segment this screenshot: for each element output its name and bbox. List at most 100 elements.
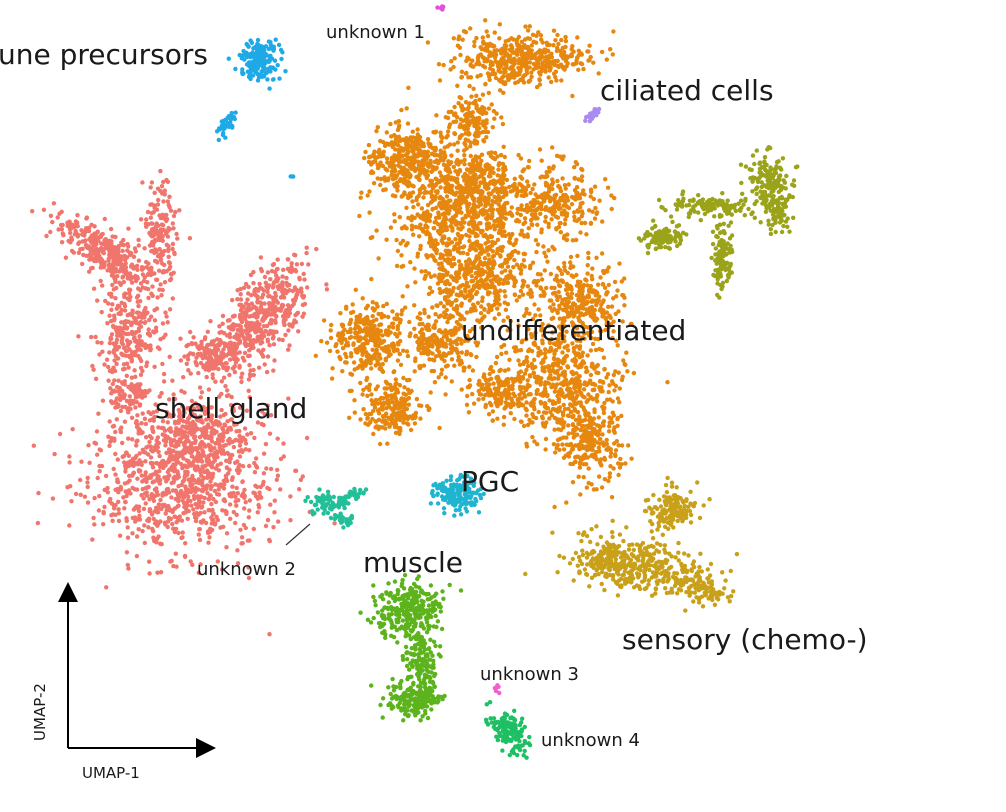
cell-point — [219, 123, 225, 128]
cell-point — [191, 507, 196, 512]
cell-point — [112, 313, 117, 318]
cell-point — [717, 249, 723, 255]
cell-point — [462, 175, 467, 180]
cell-point — [192, 515, 198, 520]
cell-point — [125, 535, 131, 540]
cell-point — [160, 238, 165, 243]
cell-point — [489, 234, 495, 239]
cell-point — [110, 381, 116, 387]
cell-point — [174, 443, 179, 448]
cell-point — [155, 186, 161, 191]
cell-point — [187, 236, 193, 241]
cell-point — [680, 199, 686, 204]
cell-point — [164, 314, 169, 319]
cell-point — [115, 457, 121, 462]
cell-point — [274, 329, 279, 335]
cell-point — [104, 238, 109, 243]
cell-point — [259, 306, 264, 312]
cell-point — [175, 459, 180, 464]
cell-point — [555, 32, 560, 38]
cell-point — [247, 53, 252, 58]
cell-point — [368, 154, 373, 159]
cell-point — [443, 248, 448, 253]
cell-point — [149, 249, 154, 254]
cell-point — [239, 535, 245, 540]
cell-point — [277, 76, 282, 81]
cell-point — [570, 62, 575, 67]
cell-point — [134, 320, 139, 326]
cell-point — [276, 519, 281, 524]
cell-point — [48, 229, 53, 235]
cell-point — [791, 178, 797, 183]
cell-point — [242, 426, 248, 431]
cell-point — [200, 448, 205, 453]
cluster-ciliated-cells — [583, 106, 602, 124]
cell-point — [405, 121, 411, 126]
cell-point — [445, 129, 451, 134]
cell-point — [525, 44, 530, 50]
cell-point — [155, 230, 161, 236]
cell-point — [149, 221, 154, 226]
cell-point — [76, 334, 81, 339]
cell-point — [261, 354, 266, 359]
cell-point — [524, 60, 529, 65]
cell-point — [782, 212, 787, 218]
cell-point — [134, 504, 139, 509]
cell-point — [255, 510, 260, 515]
cell-point — [284, 281, 290, 287]
cell-point — [92, 257, 97, 262]
cell-point — [189, 341, 194, 346]
cell-point — [100, 349, 105, 354]
cell-point — [263, 441, 269, 447]
cell-point — [111, 349, 116, 354]
cell-point — [107, 340, 113, 346]
cell-point — [85, 475, 90, 481]
cell-point — [468, 75, 474, 80]
cell-point — [210, 474, 215, 479]
cell-point — [468, 192, 474, 197]
cell-point — [742, 213, 747, 218]
cell-point — [73, 491, 79, 497]
cell-point — [294, 262, 300, 267]
cell-point — [304, 250, 309, 256]
cell-point — [236, 335, 241, 340]
cell-point — [173, 429, 178, 434]
cell-point — [404, 205, 409, 210]
cell-point — [136, 353, 141, 359]
cell-point — [197, 527, 202, 532]
cell-point — [723, 244, 728, 249]
cell-point — [233, 110, 238, 115]
cell-point — [251, 526, 256, 532]
cell-point — [283, 69, 288, 74]
cell-point — [738, 198, 744, 203]
cell-point — [419, 226, 424, 232]
cell-point — [188, 351, 193, 356]
cell-point — [467, 83, 472, 89]
cell-point — [170, 296, 175, 301]
cell-point — [120, 367, 126, 372]
cell-point — [139, 473, 144, 478]
cell-point — [563, 44, 568, 50]
cell-point — [263, 523, 269, 529]
cell-point — [281, 441, 286, 446]
cell-point — [143, 470, 148, 475]
cell-point — [728, 220, 734, 225]
cell-point — [200, 345, 205, 351]
cell-point — [251, 280, 256, 286]
cell-point — [570, 44, 575, 49]
cell-point — [223, 384, 228, 389]
cell-point — [75, 213, 80, 218]
cell-point — [122, 419, 128, 424]
cell-point — [152, 308, 157, 313]
cell-point — [247, 538, 252, 543]
cell-point — [146, 295, 151, 301]
cell-point — [586, 58, 591, 63]
cell-point — [213, 379, 218, 384]
cell-point — [152, 205, 157, 211]
cell-point — [726, 265, 731, 270]
cell-point — [139, 493, 144, 498]
cell-point — [676, 231, 681, 236]
cell-point — [610, 52, 615, 57]
cell-point — [282, 310, 288, 315]
cell-point — [519, 48, 524, 53]
